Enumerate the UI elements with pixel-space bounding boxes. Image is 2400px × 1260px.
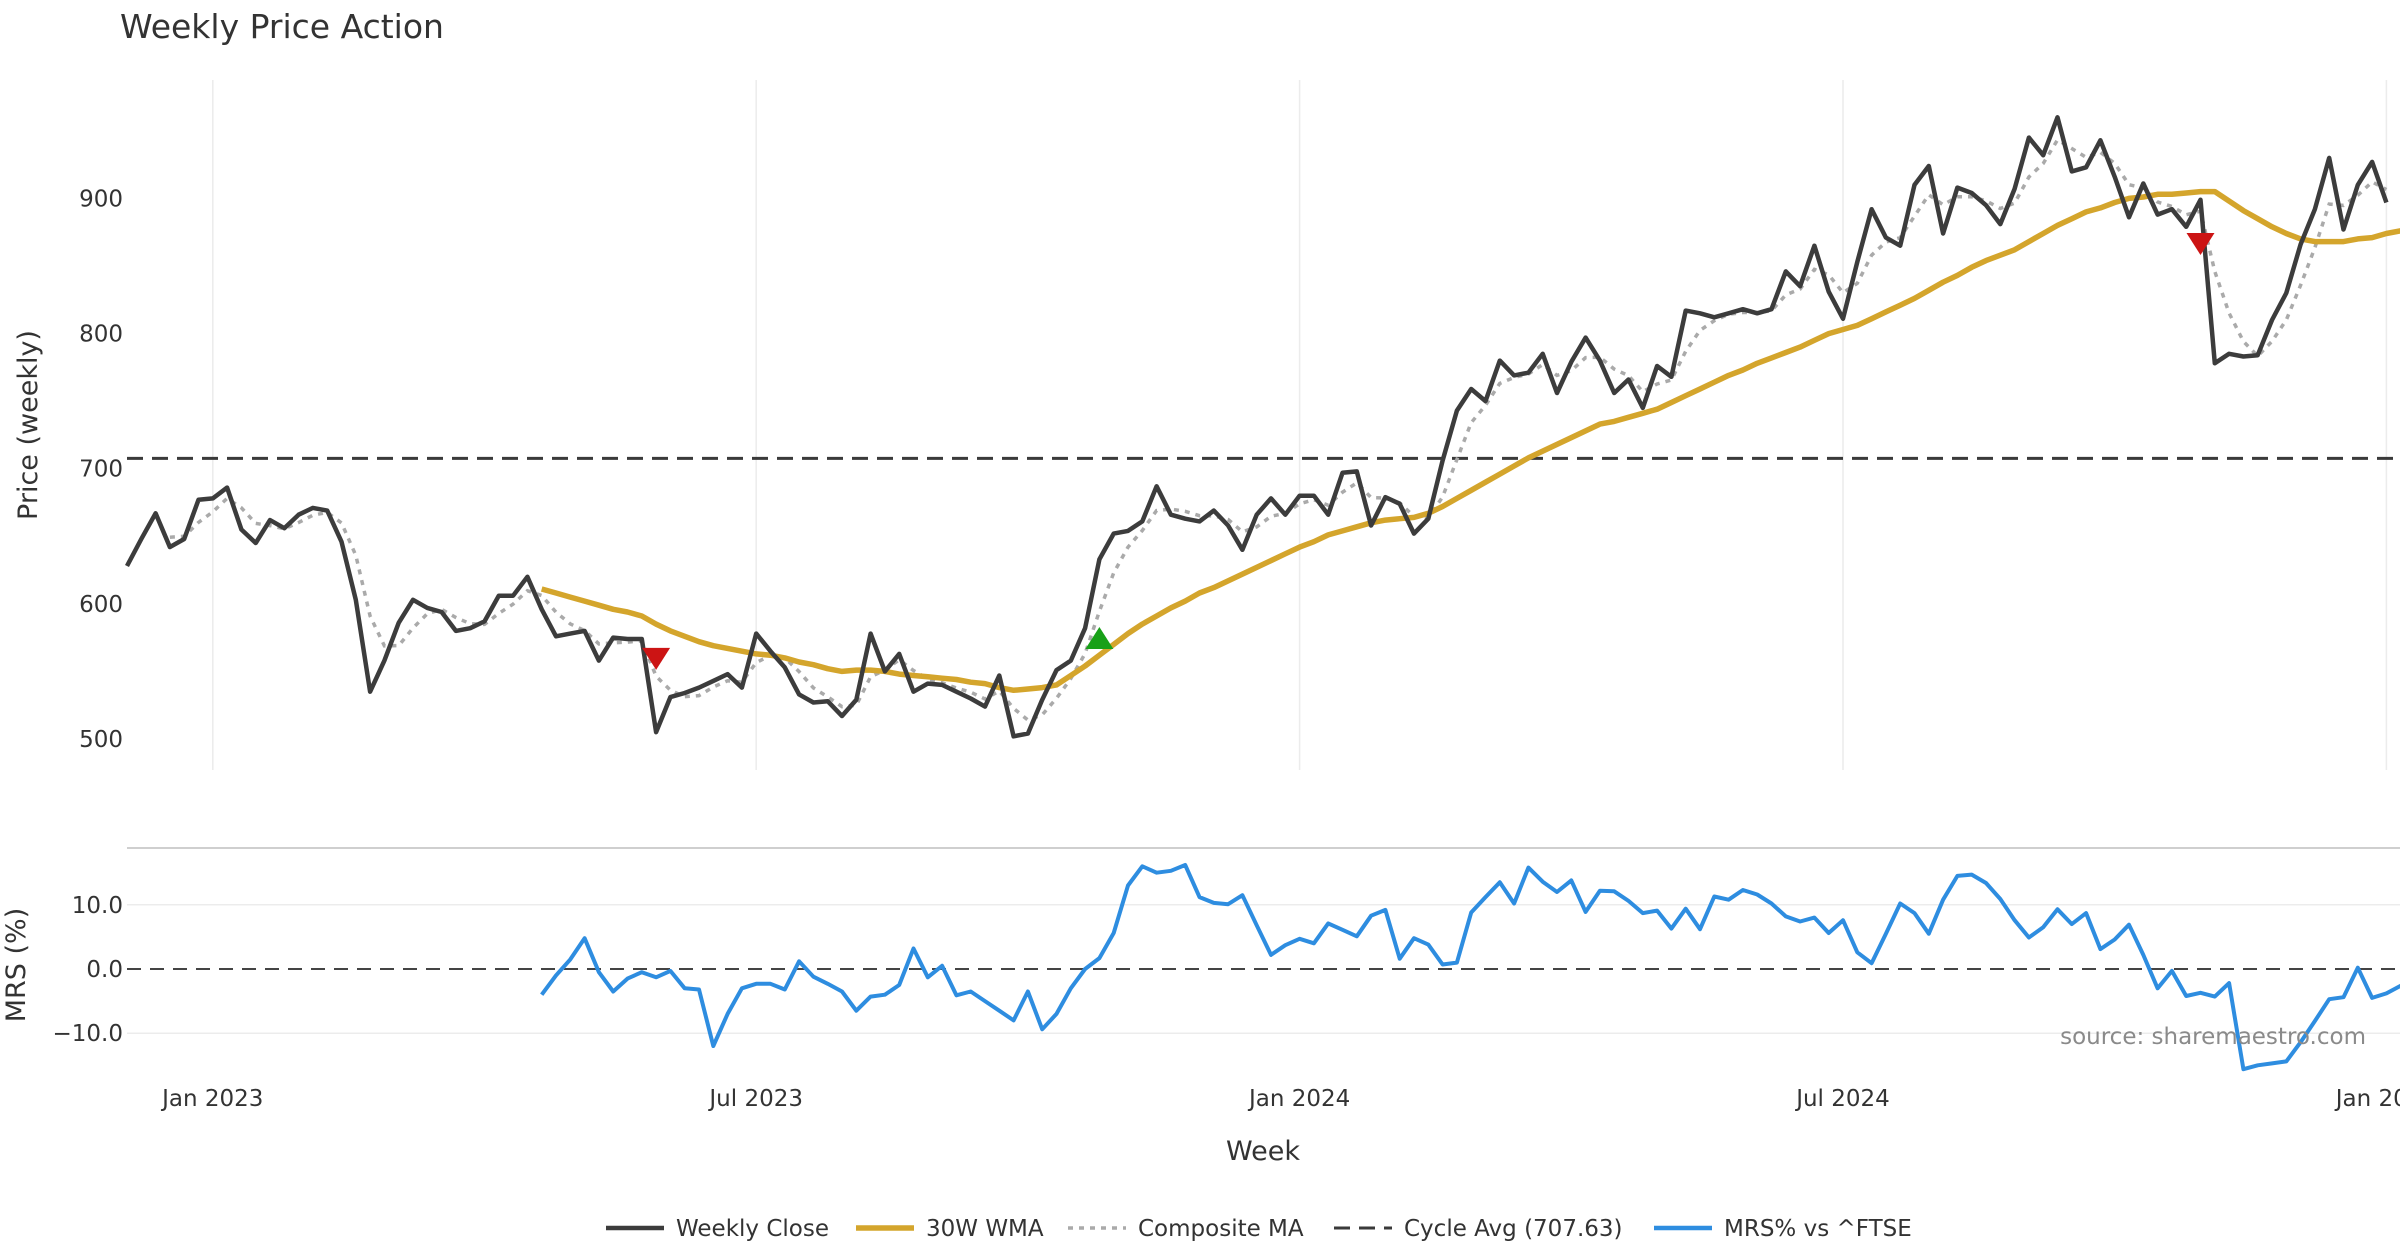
price-tick-label: 700: [79, 457, 123, 483]
price-tick-label: 900: [79, 186, 123, 212]
mrs-tick-label: 10.0: [72, 893, 123, 919]
mrs-y-ticks: 10.0 0.0 −10.0: [53, 893, 123, 1047]
legend-label: MRS% vs ^FTSE: [1724, 1216, 1912, 1242]
x-tick-label: Jan 2023: [160, 1086, 263, 1112]
legend: Weekly Close 30W WMA Composite MA Cycle Avg…: [606, 1216, 1912, 1242]
x-tick-label: Jul 2023: [707, 1086, 803, 1112]
price-y-ticks: 500 600 700 800 900: [79, 186, 123, 753]
sell-marker: [2186, 232, 2215, 255]
buy-marker: [1085, 626, 1114, 649]
x-axis-ticks: Jan 2023 Jul 2023 Jan 2024 Jul 2024 Jan 2025…: [160, 1086, 2400, 1112]
price-y-axis-label: Price (weekly): [13, 330, 44, 520]
composite-ma-series: [169, 137, 2388, 723]
mrs-panel-grid: [127, 904, 2400, 1034]
mrs-series: [540, 863, 2400, 1072]
x-axis-label: Week: [1226, 1136, 1300, 1167]
mrs-y-axis-label: MRS (%): [1, 908, 32, 1023]
mrs-tick-label: −10.0: [53, 1021, 123, 1047]
sell-marker: [642, 647, 671, 670]
signal-markers: [642, 232, 2215, 670]
price-tick-label: 600: [79, 592, 123, 618]
legend-label: Composite MA: [1138, 1216, 1304, 1242]
price-panel-grid: [212, 80, 2388, 770]
source-note: source: sharemaestro.com: [2060, 1024, 2366, 1050]
legend-label: Weekly Close: [676, 1216, 829, 1242]
mrs-tick-label: 0.0: [86, 957, 123, 983]
x-tick-label: Jan 2024: [1247, 1086, 1350, 1112]
x-tick-label: Jul 2024: [1794, 1086, 1890, 1112]
price-tick-label: 500: [79, 727, 123, 753]
legend-label: Cycle Avg (707.63): [1404, 1216, 1623, 1242]
weekly-close-series: [125, 115, 2389, 739]
chart-title: Weekly Price Action: [120, 7, 444, 46]
x-tick-label: Jan 2025: [2334, 1086, 2400, 1112]
price-tick-label: 800: [79, 322, 123, 348]
legend-label: 30W WMA: [926, 1216, 1044, 1242]
wma-30-series: [540, 188, 2400, 694]
